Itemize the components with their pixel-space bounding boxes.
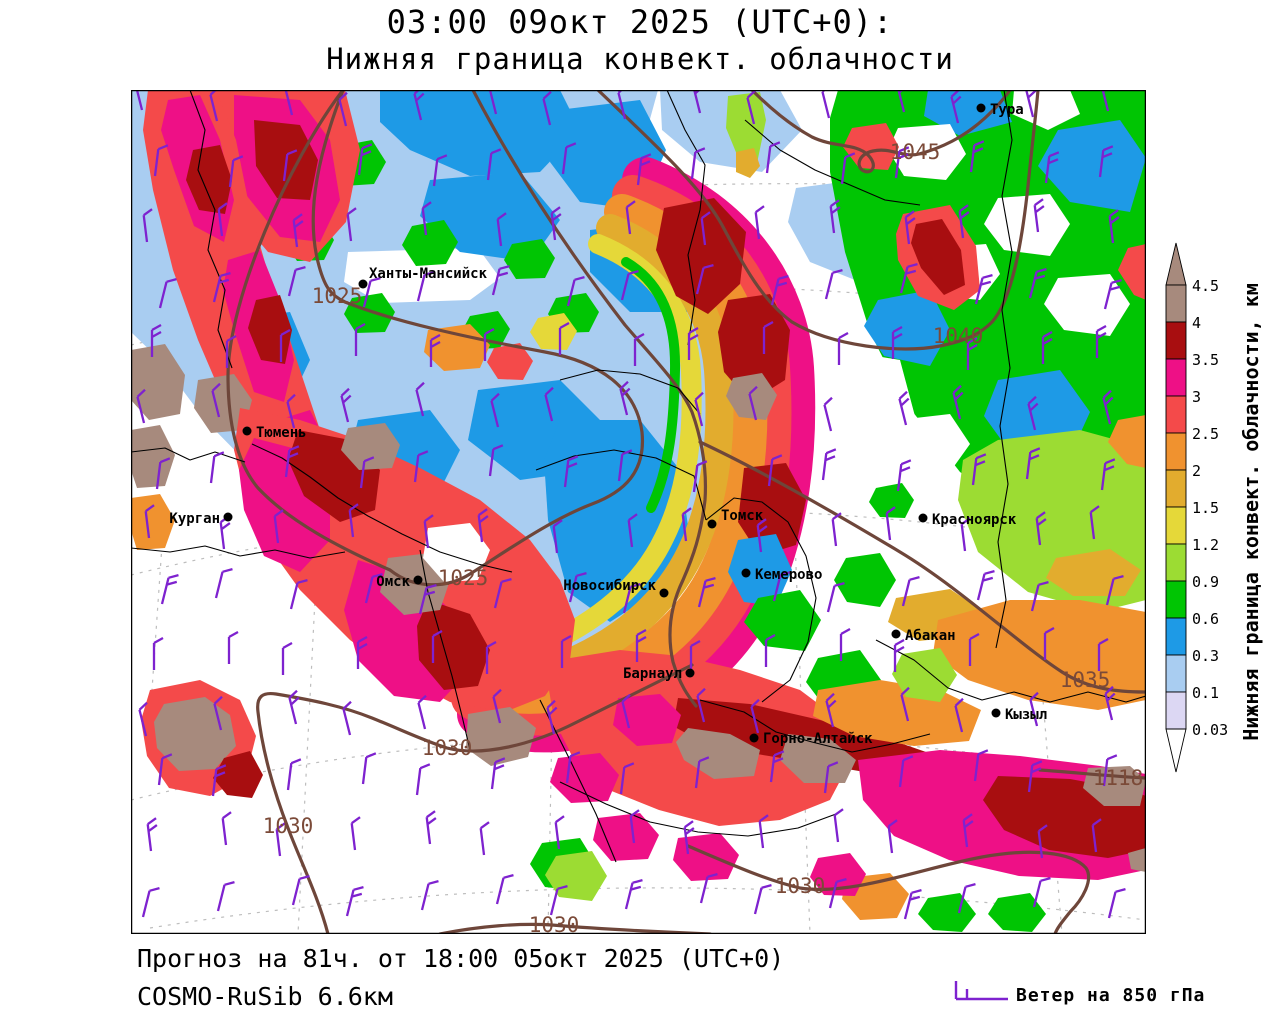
legend-tick-label: 4.5 [1192,277,1219,295]
city-label: Ханты-Мансийск [369,266,488,282]
city-dot [976,103,986,113]
legend-tick-label: 3.5 [1192,351,1219,369]
admin-borders [131,90,1146,863]
legend-band [1165,543,1187,582]
wind-barbs [134,90,1126,920]
legend-tick-label: 2.5 [1192,425,1219,443]
legend-band [1165,617,1187,656]
city-dot [242,426,252,436]
legend-tick-label: 0.9 [1192,573,1219,591]
city-dot [891,629,901,639]
legend-tick-label: 0.6 [1192,610,1219,628]
city-dot [358,279,368,289]
legend-band [1165,321,1187,360]
svg-text:1030: 1030 [422,736,473,760]
color-scale-legend: Нижняя граница конвект. облачности, км 4… [1165,242,1263,773]
wind-legend: Ветер на 850 гПа [950,978,1280,1012]
city-label: Кызыл [1005,707,1047,723]
svg-text:1035: 1035 [1060,668,1111,692]
legend-title: Нижняя граница конвект. облачности, км [1239,283,1263,741]
legend-tick-label: 0.1 [1192,684,1219,702]
title-datetime: 03:00 09окт 2025 (UTC+0): [386,3,894,41]
title-parameter: Нижняя граница конвект. облачности [326,41,954,76]
city-label: Курган [169,511,220,527]
city-dot [918,513,928,523]
cloud-base-field [131,90,1146,932]
forecast-map-canvas: 1025 1025 1045 1040 1035 1030 1030 1030 1030 1118… [131,90,1146,934]
legend-tick-label: 2 [1192,462,1201,480]
svg-text:1045: 1045 [890,140,941,164]
city-dot [659,588,669,598]
svg-text:1030: 1030 [529,913,580,934]
legend-tick-label: 1.2 [1192,536,1219,554]
city-dot [741,568,751,578]
city-label: Горно-Алтайск [763,731,873,747]
legend-band [1165,395,1187,434]
legend-band [1165,654,1187,693]
legend-colorbar: 4.5 4 3.5 3 2.5 2 1.5 1.2 0.9 0.6 0.3 0.1 0.03 [1165,242,1228,773]
city-label: Абакан [905,628,956,644]
city-label: Барнаул [623,666,682,682]
city-dot [223,512,233,522]
city-dot [991,708,1001,718]
legend-tick-label: 4 [1192,314,1201,332]
svg-text:1030: 1030 [263,814,314,838]
wind-legend-label: Ветер на 850 гПа [1016,985,1206,1006]
wind-barb-icon [954,981,1008,1001]
legend-band [1165,469,1187,508]
legend-arrow-bottom [1165,728,1187,773]
city-dot [707,519,717,529]
legend-band [1165,432,1187,471]
svg-text:1030: 1030 [775,874,826,898]
legend-band [1165,506,1187,545]
city-dot [685,668,695,678]
city-label: Томск [721,508,764,524]
city-label: Тюмень [256,425,307,441]
city-dot [749,733,759,743]
isobar-lines [226,90,1146,934]
city-label: Тура [990,102,1024,118]
city-dot [413,575,423,585]
legend-band [1165,580,1187,619]
city-label: Омск [376,574,410,590]
footer-forecast-info: Прогноз на 81ч. от 18:00 05окт 2025 (UTC… [137,944,785,973]
city-label: Кемерово [755,567,822,583]
page-title: 03:00 09окт 2025 (UTC+0): Нижняя граница… [0,3,1280,76]
legend-tick-label: 1.5 [1192,499,1219,517]
legend-arrow-top [1165,242,1187,286]
svg-text:1040: 1040 [933,324,984,348]
legend-tick-label: 3 [1192,388,1201,406]
isobar-labels: 1025 1025 1045 1040 1035 1030 1030 1030 1030 1118 [263,140,1144,934]
footer-model-info: COSMO-RuSib 6.6км [137,982,393,1011]
legend-band [1165,691,1187,730]
legend-band [1165,358,1187,397]
svg-text:1025: 1025 [312,284,363,308]
city-label: Новосибирск [563,578,656,594]
legend-tick-label: 0.3 [1192,647,1219,665]
svg-text:1025: 1025 [438,566,489,590]
svg-text:1118: 1118 [1093,766,1144,790]
city-markers: Тура Ханты-Мансийск Тюмень Курган Омск Томск Н… [169,102,1047,747]
legend-band [1165,284,1187,323]
city-label: Красноярск [932,512,1017,528]
legend-tick-label: 0.03 [1192,721,1228,739]
